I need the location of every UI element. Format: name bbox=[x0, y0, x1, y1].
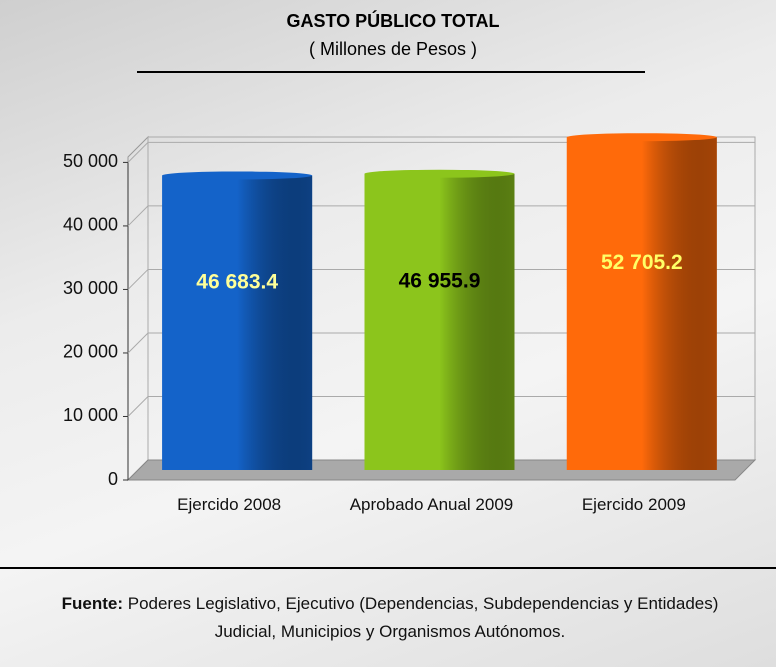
y-tick-label: 20 000 bbox=[63, 342, 118, 362]
y-tick-label: 0 bbox=[108, 469, 118, 489]
source-label: Fuente: bbox=[61, 594, 123, 613]
chart-subtitle: ( Millones de Pesos ) bbox=[309, 39, 477, 59]
x-tick-label: Ejercido 2008 bbox=[177, 495, 282, 514]
bar-cap bbox=[162, 171, 313, 180]
bar-cap bbox=[566, 133, 717, 142]
grid-line bbox=[127, 141, 755, 163]
y-tick-label: 10 000 bbox=[63, 405, 118, 425]
y-tick-label: 40 000 bbox=[63, 215, 118, 235]
bar-shade bbox=[162, 175, 313, 471]
grid-line bbox=[127, 268, 755, 290]
grid-line bbox=[127, 205, 755, 227]
chart-title: GASTO PÚBLICO TOTAL bbox=[286, 10, 499, 31]
y-tick-label: 50 000 bbox=[63, 151, 118, 171]
y-tick-label: 30 000 bbox=[63, 278, 118, 298]
source-note: Fuente: Poderes Legislativo, Ejecutivo (… bbox=[30, 590, 750, 646]
back-wall bbox=[127, 135, 149, 482]
x-tick-label: Aprobado Anual 2009 bbox=[349, 495, 514, 514]
value-label: 52 705.2 bbox=[601, 251, 683, 274]
bar-shade bbox=[364, 173, 515, 470]
grid-line bbox=[127, 332, 755, 354]
x-tick-label: Ejercido 2009 bbox=[581, 495, 686, 514]
value-label: 46 683.4 bbox=[196, 270, 278, 293]
grid-line bbox=[127, 395, 755, 417]
value-label: 46 955.9 bbox=[399, 269, 481, 292]
bar-cap bbox=[364, 169, 515, 178]
source-text: Poderes Legislativo, Ejecutivo (Dependen… bbox=[127, 594, 719, 641]
bar-shade bbox=[566, 137, 717, 471]
